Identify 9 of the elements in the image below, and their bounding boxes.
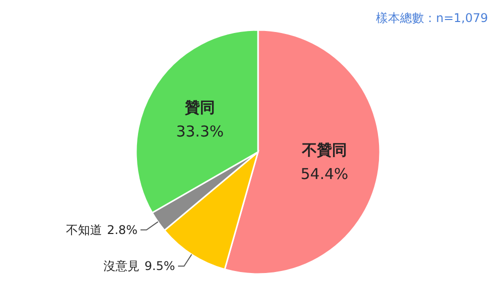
- slice-label: 不知道: [66, 222, 102, 237]
- slice-label: 贊同: [184, 98, 215, 116]
- slice-label: 沒意見: [104, 259, 140, 274]
- data-label: 2.8%: [106, 222, 138, 237]
- data-label: 54.4%: [300, 165, 348, 184]
- slice-label: 不贊同: [300, 141, 347, 160]
- data-label: 33.3%: [176, 122, 224, 140]
- text: 樣本總數：n=1,079: [376, 11, 488, 25]
- data-label: 9.5%: [144, 259, 176, 274]
